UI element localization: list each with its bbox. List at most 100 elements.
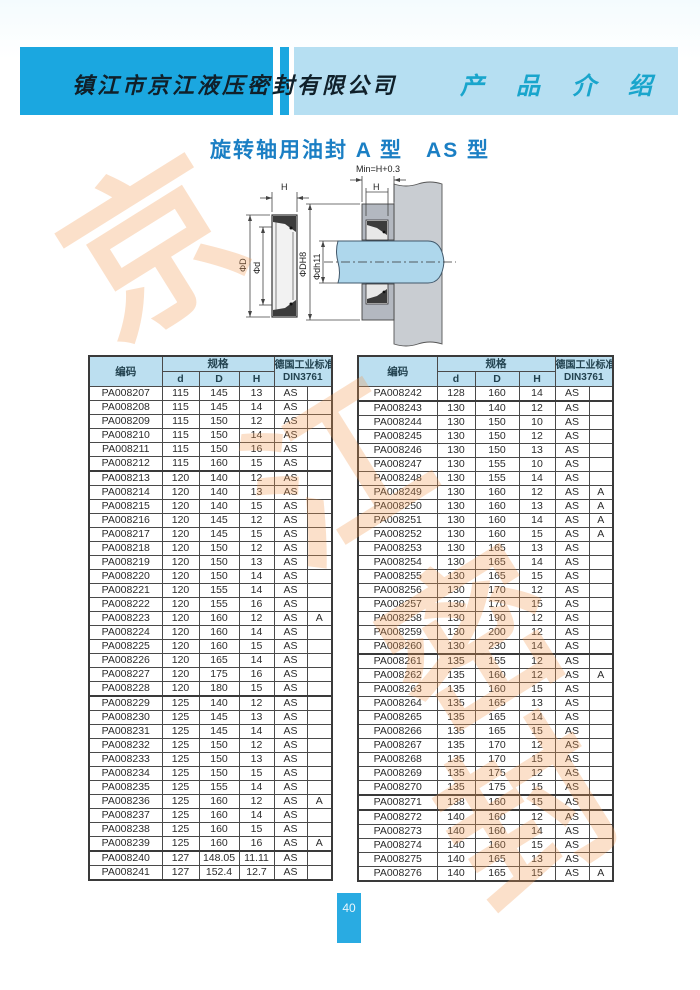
- d-cell: 120: [161, 485, 200, 500]
- din-a-cell: [306, 639, 333, 654]
- H-cell: 14: [238, 625, 275, 640]
- code-cell: PA008246: [357, 443, 438, 458]
- table-row: PA008227 120 175 16 AS: [88, 667, 333, 682]
- table-row: PA008223 120 160 12 AS A: [88, 611, 333, 626]
- din-as-cell: AS: [273, 428, 308, 443]
- table-row: PA008267 135 170 12 AS: [357, 738, 614, 753]
- H-cell: 15: [238, 499, 275, 514]
- d-cell: 115: [161, 456, 200, 472]
- din-as-cell: AS: [554, 682, 590, 697]
- din-a-cell: [588, 780, 614, 796]
- col-header-code: 编码: [357, 355, 438, 387]
- D-cell: 140: [474, 400, 520, 416]
- din-a-cell: [588, 738, 614, 753]
- H-cell: 15: [238, 681, 275, 697]
- din-as-cell: AS: [554, 752, 590, 767]
- code-cell: PA008254: [357, 555, 438, 570]
- standard-line2: DIN3761: [564, 371, 604, 383]
- d-cell: 128: [436, 386, 476, 402]
- code-cell: PA008209: [88, 414, 163, 429]
- din-a-cell: [306, 400, 333, 415]
- table-row: PA008208 115 145 14 AS: [88, 400, 333, 415]
- din-a-cell: [306, 752, 333, 767]
- din-a-cell: [306, 850, 333, 866]
- H-cell: 15: [238, 456, 275, 472]
- din-as-cell: AS: [554, 527, 590, 542]
- d-cell: 125: [161, 766, 200, 781]
- din-as-cell: AS: [554, 780, 590, 796]
- D-cell: 175: [474, 766, 520, 781]
- din-as-cell: AS: [554, 457, 590, 472]
- col-header-H: H: [518, 371, 556, 387]
- code-cell: PA008276: [357, 866, 438, 882]
- code-cell: PA008263: [357, 682, 438, 697]
- d-cell: 140: [436, 824, 476, 839]
- d-cell: 135: [436, 668, 476, 683]
- d-cell: 115: [161, 428, 200, 443]
- table-row: PA008257 130 170 15 AS: [357, 597, 614, 612]
- code-cell: PA008226: [88, 653, 163, 668]
- d-cell: 120: [161, 499, 200, 514]
- d-cell: 140: [436, 852, 476, 867]
- D-cell: 152.4: [198, 865, 240, 881]
- code-cell: PA008274: [357, 838, 438, 853]
- D-cell: 150: [474, 443, 520, 458]
- din-a-cell: [306, 808, 333, 823]
- din-a-cell: [588, 625, 614, 640]
- d-cell: 130: [436, 429, 476, 444]
- H-cell: 15: [238, 639, 275, 654]
- din-as-cell: AS: [273, 710, 308, 725]
- d-cell: 135: [436, 724, 476, 739]
- din-a-cell: [306, 569, 333, 584]
- h-small-dim-label: H: [373, 182, 380, 192]
- H-cell: 12: [518, 400, 556, 416]
- din-a-cell: [588, 443, 614, 458]
- d-cell: 130: [436, 625, 476, 640]
- code-cell: PA008236: [88, 794, 163, 809]
- H-cell: 15: [518, 794, 556, 811]
- H-cell: 12: [518, 668, 556, 683]
- din-as-cell: AS: [554, 696, 590, 711]
- col-header-spec: 规格: [161, 355, 275, 372]
- H-cell: 15: [238, 766, 275, 781]
- table-row: PA008248 130 155 14 AS: [357, 471, 614, 486]
- din-as-cell: AS: [273, 752, 308, 767]
- code-cell: PA008255: [357, 569, 438, 584]
- din-a-cell: [306, 513, 333, 528]
- d-cell: 125: [161, 822, 200, 837]
- d-cell: 135: [436, 653, 476, 669]
- din-a-cell: [588, 611, 614, 626]
- H-cell: 15: [518, 682, 556, 697]
- din-a-cell: [588, 569, 614, 584]
- din-a-cell: [588, 838, 614, 853]
- code-cell: PA008250: [357, 499, 438, 514]
- d-cell: 130: [436, 583, 476, 598]
- din-as-cell: AS: [554, 569, 590, 584]
- H-cell: 12: [238, 695, 275, 711]
- d-cell: 120: [161, 513, 200, 528]
- d-cell: 130: [436, 457, 476, 472]
- company-name: 镇江市京江液压密封有限公司: [72, 73, 398, 98]
- table-row: PA008226 120 165 14 AS: [88, 653, 333, 668]
- bore-diameter-label: ΦDH8: [298, 252, 308, 277]
- table-row: PA008265 135 165 14 AS: [357, 710, 614, 725]
- din-as-cell: AS: [554, 724, 590, 739]
- H-cell: 14: [518, 555, 556, 570]
- table-row: PA008234 125 150 15 AS: [88, 766, 333, 781]
- page-number: 40: [337, 893, 361, 943]
- spec-table-left-body: PA008207 115 145 13 AS PA008208 115 145 14 AS PA00…: [88, 386, 333, 881]
- table-row: PA008273 140 160 14 AS: [357, 824, 614, 839]
- D-cell: 145: [198, 400, 240, 415]
- H-cell: 12: [518, 766, 556, 781]
- table-row: PA008229 125 140 12 AS: [88, 695, 333, 711]
- D-cell: 155: [474, 457, 520, 472]
- din-as-cell: AS: [273, 639, 308, 654]
- din-as-cell: AS: [554, 597, 590, 612]
- D-cell: 160: [474, 386, 520, 402]
- H-cell: 14: [238, 724, 275, 739]
- din-as-cell: AS: [554, 838, 590, 853]
- d-cell: 130: [436, 555, 476, 570]
- spec-table-right: 编码 规格 德国工业标准 DIN3761 d D H PA008242 128 16…: [357, 355, 615, 882]
- din-as-cell: AS: [554, 415, 590, 430]
- code-cell: PA008264: [357, 696, 438, 711]
